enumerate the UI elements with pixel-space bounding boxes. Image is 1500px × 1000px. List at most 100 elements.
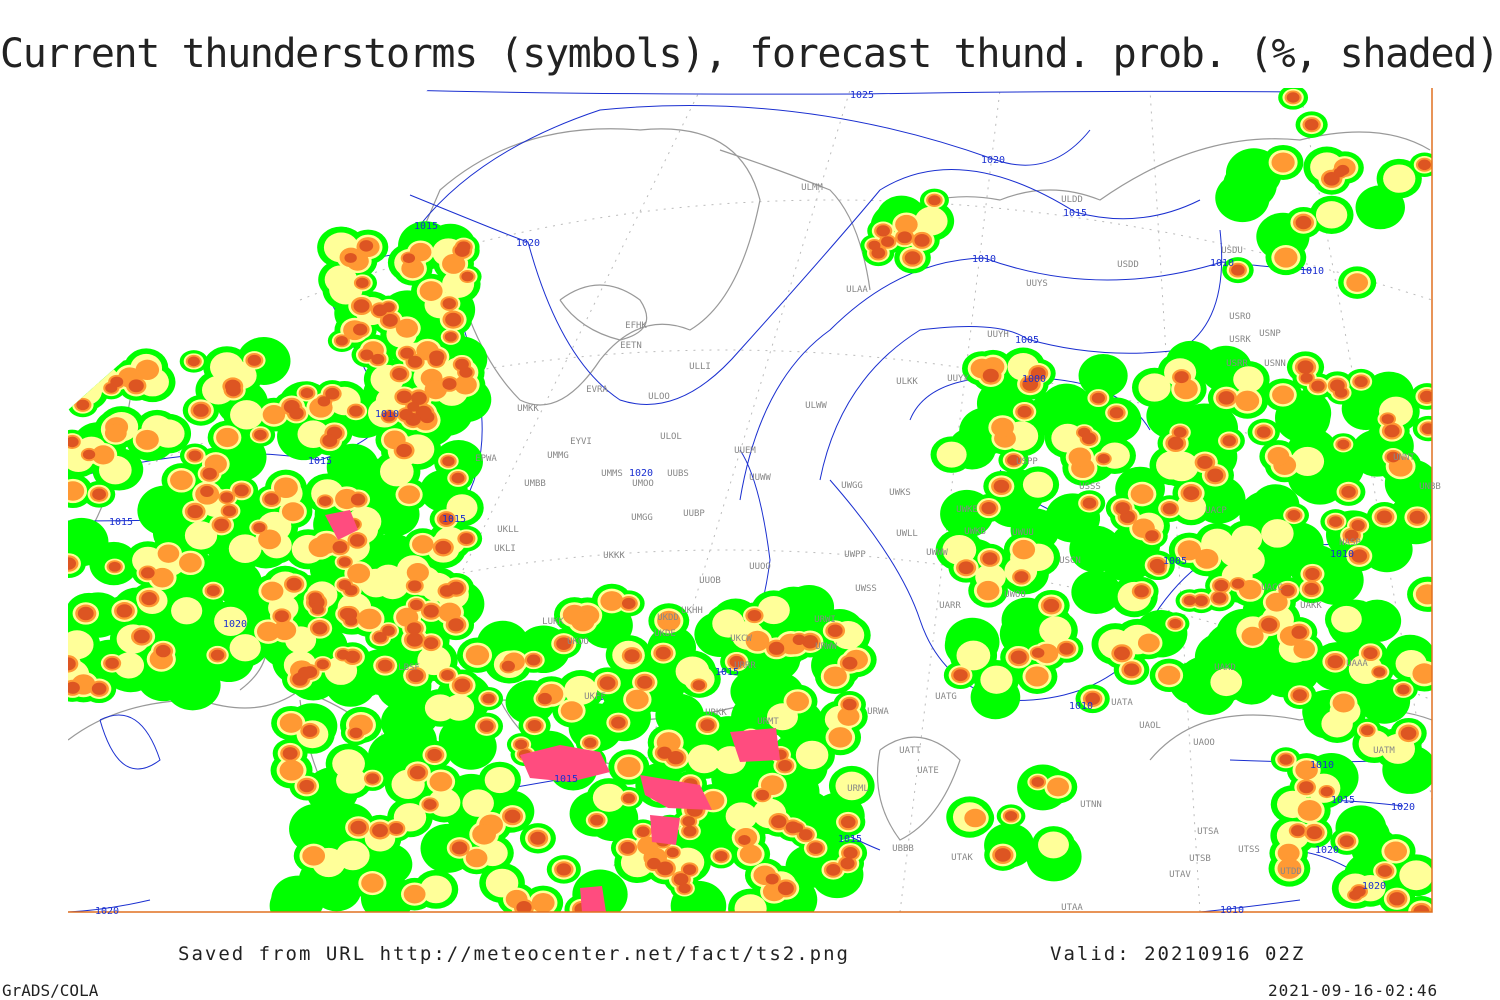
station-label: UMBB	[524, 479, 546, 489]
prob-blob	[403, 884, 426, 904]
isobar-label: 1020	[1362, 881, 1386, 892]
station-label: ULWW	[805, 401, 827, 411]
prob-blob	[382, 302, 395, 313]
prob-blob	[1361, 725, 1374, 736]
prob-blob	[353, 299, 370, 313]
prob-blob	[187, 356, 200, 367]
prob-blob	[392, 367, 407, 381]
prob-blob	[729, 655, 744, 668]
prob-blob	[269, 882, 322, 912]
prob-blob	[262, 404, 286, 425]
prob-blob	[1339, 835, 1354, 848]
prob-blob	[914, 233, 930, 247]
prob-blob	[516, 901, 532, 912]
prob-blob	[791, 822, 804, 833]
prob-blob	[1071, 570, 1121, 615]
prob-blob	[1352, 885, 1366, 897]
prob-blob	[745, 630, 770, 652]
prob-blob	[286, 577, 302, 591]
station-label: ULDD	[1061, 195, 1083, 205]
station-label: UWLL	[896, 529, 918, 539]
prob-blob	[312, 621, 328, 635]
prob-blob	[625, 689, 649, 710]
prob-blob	[372, 823, 388, 838]
prob-blob	[564, 675, 598, 705]
prob-blob	[281, 502, 305, 522]
prob-blob	[592, 783, 625, 812]
isobar-label: 1010	[1330, 549, 1354, 560]
prob-blob	[738, 835, 751, 846]
prob-blob	[980, 665, 1013, 694]
prob-blob	[435, 540, 452, 555]
prob-blob	[1158, 665, 1181, 685]
prob-blob	[402, 253, 416, 264]
prob-blob	[1256, 426, 1271, 438]
station-label: EETN	[620, 341, 642, 351]
software: GrADS/COLA	[2, 981, 99, 1000]
prob-blob	[991, 417, 1014, 438]
prob-blob	[1305, 567, 1320, 580]
prob-blob	[1386, 451, 1400, 463]
prob-blob	[757, 596, 790, 625]
prob-blob	[1333, 167, 1346, 178]
prob-blob	[1227, 662, 1276, 705]
prob-blob	[254, 429, 267, 440]
prob-blob	[399, 409, 414, 421]
prob-blob	[76, 399, 90, 411]
prob-blob	[68, 557, 77, 570]
prob-blob	[424, 379, 447, 400]
prob-blob	[1327, 655, 1343, 669]
isobar-label: 1015	[838, 834, 862, 845]
prob-blob	[897, 231, 912, 244]
station-label: USCN	[1059, 556, 1081, 566]
prob-blob	[771, 815, 787, 829]
prob-blob	[777, 881, 794, 896]
prob-blob	[297, 666, 313, 680]
prob-blob	[113, 652, 145, 679]
prob-blob	[1399, 860, 1432, 891]
prob-blob	[1109, 407, 1124, 419]
prob-blob	[1381, 414, 1394, 425]
station-label: UAKK	[1300, 601, 1322, 611]
prob-blob	[273, 477, 298, 499]
prob-blob	[442, 298, 456, 310]
station-label: URRR	[734, 661, 756, 671]
prob-blob	[1115, 502, 1130, 515]
prob-blob	[647, 857, 661, 870]
prob-blob	[361, 873, 384, 893]
prob-blob	[339, 608, 355, 620]
prob-blob	[308, 592, 323, 604]
prob-blob	[448, 618, 464, 632]
prob-blob	[448, 581, 464, 595]
prob-blob	[1210, 668, 1243, 697]
prob-blob	[282, 747, 298, 760]
prob-blob	[842, 656, 858, 670]
prob-blob	[247, 354, 262, 366]
station-label: UUYS	[1026, 279, 1048, 289]
isobar-label: 1010	[1220, 905, 1244, 916]
prob-blob	[344, 252, 357, 263]
prob-blob	[1017, 405, 1032, 418]
prob-blob	[556, 863, 572, 876]
prob-blob	[802, 635, 819, 649]
prob-blob	[823, 666, 847, 687]
prob-blob	[229, 634, 261, 662]
prob-blob	[210, 649, 225, 661]
prob-blob	[1418, 159, 1431, 171]
prob-blob	[1097, 453, 1110, 464]
station-label: USRR	[1226, 359, 1248, 369]
prob-blob	[261, 581, 284, 601]
station-label: EFHK	[625, 321, 647, 331]
prob-blob	[1137, 633, 1160, 653]
isobar-label: 1015	[109, 517, 133, 528]
prob-blob	[1415, 584, 1432, 605]
prob-blob	[538, 692, 552, 705]
prob-blob	[1068, 447, 1092, 467]
prob-blob	[400, 347, 414, 359]
prob-blob	[445, 312, 462, 327]
prob-blob	[714, 851, 728, 862]
prob-blob	[1291, 625, 1307, 639]
prob-blob	[429, 771, 453, 792]
isobar-label: 1010	[972, 254, 996, 265]
station-label: URWI	[814, 615, 836, 625]
